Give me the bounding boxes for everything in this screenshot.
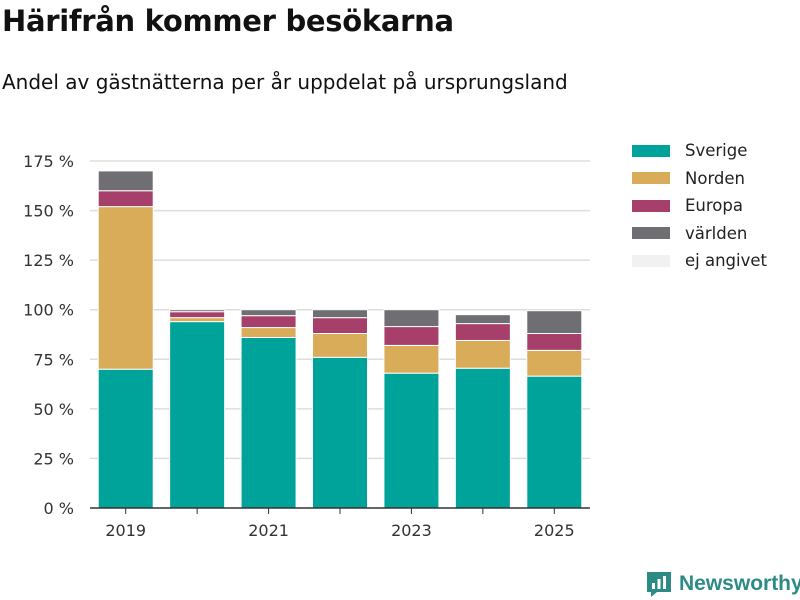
bar-segment: [312, 356, 368, 509]
bar-segment: [240, 327, 297, 338]
legend-swatch: [632, 172, 670, 185]
bar-segment: [383, 344, 440, 374]
x-tick-label: 2019: [105, 521, 146, 540]
legend-item: ej angivet: [632, 247, 767, 275]
legend-swatch: [632, 227, 670, 240]
bar-segment: [169, 317, 226, 323]
y-tick-label: 50 %: [33, 400, 74, 419]
x-tick-label: 2021: [248, 521, 289, 540]
legend: Sverige Norden Europa världen ej angivet: [632, 137, 767, 275]
bar-segment: [240, 336, 297, 509]
bar-segment: [526, 333, 583, 351]
legend-label: Sverige: [685, 141, 748, 161]
y-tick-label: 25 %: [33, 449, 74, 468]
bar-segment: [97, 170, 154, 192]
legend-item: Norden: [632, 165, 767, 193]
bar-segment: [169, 309, 226, 313]
legend-item: Europa: [632, 192, 767, 220]
newsworthy-icon: [647, 572, 671, 597]
bar-segment: [240, 309, 297, 317]
bar-segment: [454, 323, 511, 341]
brand-name: Newsworthy: [679, 572, 800, 595]
stacked-bar-chart: 0 % 25 % 50 % 75 % 100 % 125 % 150 % 175 % 2019 2…: [23, 152, 590, 540]
legend-swatch: [632, 254, 670, 267]
bar-segment: [312, 317, 368, 335]
bar-segment: [454, 314, 511, 325]
y-tick-label: 175 %: [23, 152, 74, 171]
y-tick-label: 125 %: [23, 251, 74, 270]
chart-subtitle: Andel av gästnätterna per år uppdelat på…: [2, 70, 568, 94]
legend-label: ej angivet: [685, 251, 767, 271]
bar-segment: [454, 339, 511, 369]
bar-segment: [240, 315, 297, 329]
y-tick-label: 75 %: [33, 350, 74, 369]
bar-segment: [454, 367, 511, 509]
brand-logo: Newsworthy: [645, 570, 800, 598]
y-tick-label: 150 %: [23, 202, 74, 221]
y-tick-label: 0 %: [44, 499, 74, 518]
legend-label: Europa: [685, 196, 743, 216]
bar-segment: [97, 368, 154, 509]
legend-swatch: [632, 144, 670, 157]
bar-segment: [169, 321, 226, 509]
bar-segment: [383, 372, 440, 509]
chart-title: Härifrån kommer besökarna: [2, 4, 454, 38]
legend-label: Norden: [685, 168, 746, 188]
bar-segment: [383, 326, 440, 346]
legend-item: Sverige: [632, 137, 767, 165]
bar-segment: [383, 309, 440, 328]
bar-segment: [97, 206, 154, 370]
bar-segment: [526, 310, 583, 335]
bar-segment: [526, 375, 583, 509]
x-tick-label: 2023: [391, 521, 432, 540]
bar-segment: [312, 333, 368, 358]
legend-swatch: [632, 199, 670, 212]
legend-item: världen: [632, 220, 767, 248]
y-tick-label: 100 %: [23, 301, 74, 320]
legend-label: världen: [685, 223, 748, 243]
bar-segment: [526, 349, 583, 377]
bar-segment: [312, 309, 368, 319]
bar-segment: [97, 190, 154, 208]
x-tick-label: 2025: [534, 521, 575, 540]
bar-segment: [169, 311, 226, 319]
